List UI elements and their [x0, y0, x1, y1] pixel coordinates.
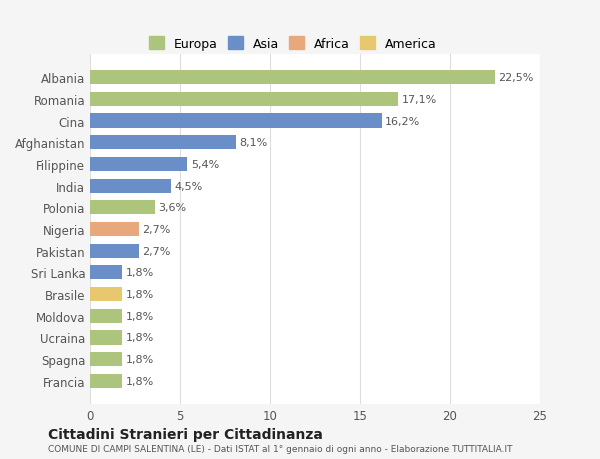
Text: 1,8%: 1,8%	[126, 268, 154, 278]
Text: Cittadini Stranieri per Cittadinanza: Cittadini Stranieri per Cittadinanza	[48, 427, 323, 442]
Bar	[90, 71, 495, 85]
Bar	[90, 136, 236, 150]
Text: 3,6%: 3,6%	[158, 203, 187, 213]
Bar	[90, 374, 122, 388]
Text: COMUNE DI CAMPI SALENTINA (LE) - Dati ISTAT al 1° gennaio di ogni anno - Elabora: COMUNE DI CAMPI SALENTINA (LE) - Dati IS…	[48, 444, 512, 453]
Text: 2,7%: 2,7%	[142, 246, 170, 256]
Bar	[90, 287, 122, 302]
Text: 22,5%: 22,5%	[499, 73, 534, 83]
Bar	[90, 244, 139, 258]
Text: 1,8%: 1,8%	[126, 311, 154, 321]
Legend: Europa, Asia, Africa, America: Europa, Asia, Africa, America	[145, 34, 440, 55]
Text: 1,8%: 1,8%	[126, 290, 154, 299]
Bar	[90, 266, 122, 280]
Text: 17,1%: 17,1%	[401, 95, 437, 105]
Text: 1,8%: 1,8%	[126, 333, 154, 343]
Text: 1,8%: 1,8%	[126, 354, 154, 364]
Bar	[90, 223, 139, 236]
Bar	[90, 330, 122, 345]
Text: 4,5%: 4,5%	[175, 181, 203, 191]
Bar	[90, 309, 122, 323]
Text: 16,2%: 16,2%	[385, 116, 421, 126]
Bar	[90, 114, 382, 129]
Text: 5,4%: 5,4%	[191, 160, 219, 169]
Text: 2,7%: 2,7%	[142, 224, 170, 235]
Bar	[90, 353, 122, 366]
Text: 8,1%: 8,1%	[239, 138, 268, 148]
Bar	[90, 179, 171, 193]
Text: 1,8%: 1,8%	[126, 376, 154, 386]
Bar	[90, 201, 155, 215]
Bar	[90, 93, 398, 106]
Bar	[90, 157, 187, 172]
